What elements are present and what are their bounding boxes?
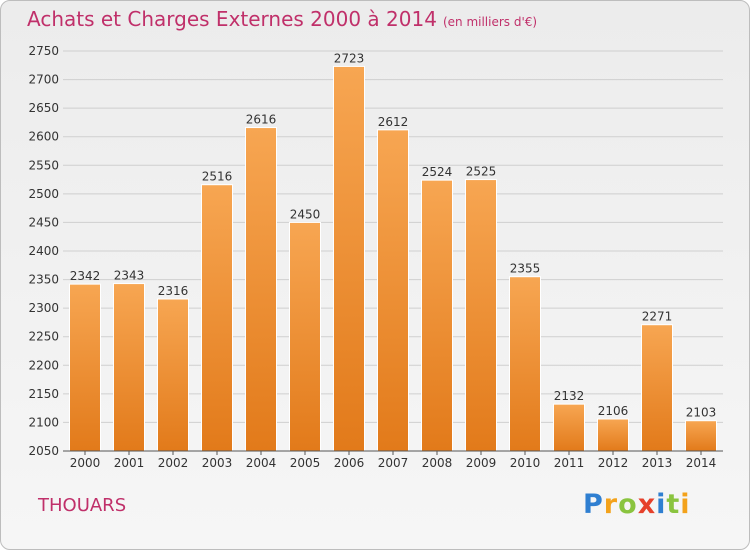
x-tick-labels: 2000 2001 2002 2003 2004 2005 2006 2007 2008 2009… — [70, 451, 717, 470]
bar — [509, 276, 541, 452]
value-label: 2723 — [334, 51, 365, 65]
y-tick-label: 2650 — [28, 101, 59, 115]
x-tick-label: 2007 — [378, 456, 409, 470]
y-tick-label: 2500 — [28, 187, 59, 201]
bar — [377, 129, 409, 452]
bar — [289, 221, 321, 452]
logo-letter: P — [583, 489, 604, 520]
value-label: 2271 — [642, 310, 673, 324]
bar — [685, 420, 717, 452]
bar — [333, 65, 365, 452]
value-label: 2616 — [246, 113, 277, 127]
x-tick-label: 2005 — [290, 456, 321, 470]
y-tick-label: 2750 — [28, 44, 59, 58]
y-tick-labels: 2050 2100 2150 2200 2250 2300 2350 2400 2450 2500… — [28, 44, 59, 458]
chart-title: Achats et Charges Externes 2000 à 2014 — [27, 7, 437, 31]
bar — [421, 179, 453, 452]
x-tick-label: 2014 — [686, 456, 717, 470]
logo-letter: o — [618, 489, 638, 520]
title-row: Achats et Charges Externes 2000 à 2014 (e… — [27, 7, 537, 31]
x-tick-label: 2001 — [114, 456, 145, 470]
value-label: 2132 — [554, 389, 585, 403]
x-tick-label: 2013 — [642, 456, 673, 470]
value-label: 2450 — [290, 207, 321, 221]
x-tick-label: 2000 — [70, 456, 101, 470]
x-tick-label: 2004 — [246, 456, 277, 470]
logo-letter: x — [637, 489, 657, 520]
y-tick-label: 2300 — [28, 301, 59, 315]
value-labels: 2342 2343 2316 2516 2616 2450 2723 2612 2524 2525… — [70, 51, 717, 419]
y-tick-label: 2150 — [28, 387, 59, 401]
logo-letter: i — [680, 489, 691, 520]
y-tick-label: 2550 — [28, 158, 59, 172]
value-label: 2516 — [202, 170, 233, 184]
value-label: 2316 — [158, 284, 189, 298]
bar — [465, 179, 497, 452]
value-label: 2342 — [70, 269, 101, 283]
bar — [113, 283, 145, 452]
unit-note: (en milliers d'€) — [442, 15, 538, 29]
bar — [245, 127, 277, 452]
y-tick-label: 2050 — [28, 444, 59, 458]
value-label: 2355 — [510, 262, 541, 276]
y-tick-label: 2450 — [28, 215, 59, 229]
bar — [553, 403, 585, 452]
x-tick-label: 2003 — [202, 456, 233, 470]
y-tick-label: 2600 — [28, 130, 59, 144]
value-label: 2106 — [598, 404, 629, 418]
bar — [641, 324, 673, 452]
bar — [597, 418, 629, 452]
value-label: 2612 — [378, 115, 409, 129]
x-tick-label: 2002 — [158, 456, 189, 470]
bar — [69, 283, 101, 452]
logo-letter: r — [603, 489, 619, 520]
logo-letter: t — [666, 489, 681, 520]
y-tick-label: 2350 — [28, 273, 59, 287]
value-label: 2343 — [114, 269, 145, 283]
x-tick-label: 2011 — [554, 456, 585, 470]
bar — [157, 298, 189, 452]
bar — [201, 184, 233, 452]
commune-name: THOUARS — [38, 495, 127, 516]
y-tick-label: 2700 — [28, 73, 59, 87]
x-tick-label: 2006 — [334, 456, 365, 470]
proxiti-logo: Proxiti — [583, 489, 691, 520]
y-tick-label: 2100 — [28, 415, 59, 429]
x-tick-label: 2012 — [598, 456, 629, 470]
x-tick-label: 2008 — [422, 456, 453, 470]
y-tick-label: 2400 — [28, 244, 59, 258]
value-label: 2525 — [466, 165, 497, 179]
x-tick-label: 2009 — [466, 456, 497, 470]
y-tick-label: 2250 — [28, 330, 59, 344]
x-tick-label: 2010 — [510, 456, 541, 470]
value-label: 2103 — [686, 406, 717, 420]
y-tick-label: 2200 — [28, 358, 59, 372]
logo-letter: i — [656, 489, 667, 520]
value-label: 2524 — [422, 165, 453, 179]
